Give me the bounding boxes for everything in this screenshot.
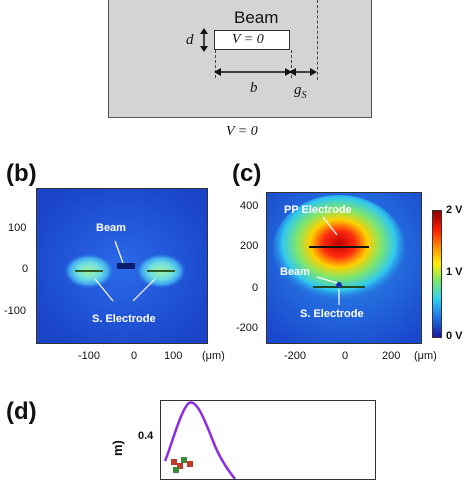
panel-b-xtick: 100 <box>164 350 183 362</box>
d-label: d <box>186 32 194 48</box>
panel-d-plot-frame <box>160 400 376 480</box>
panel-b-xtick: 0 <box>131 350 138 362</box>
beam-label: Beam <box>234 8 279 27</box>
colorbar <box>432 210 442 338</box>
panel-b-label: (b) <box>6 160 37 187</box>
colorbar-tick: 0 V <box>446 330 463 342</box>
panel-c-field-svg <box>267 193 421 343</box>
panel-c-xtick: 0 <box>342 350 349 362</box>
gs-main: g <box>294 82 302 98</box>
pp-electrode-glow <box>273 195 405 303</box>
panel-c-ytick: -200 <box>236 322 259 334</box>
panel-d-plot-svg <box>163 401 236 480</box>
gap-dashed-line <box>291 50 292 78</box>
panel-d-markers <box>171 457 193 473</box>
left-dashed-line <box>215 50 216 78</box>
panel-c-unit: (μm) <box>414 350 437 362</box>
gs-sub: S <box>301 90 307 101</box>
schematic-panel-a <box>108 0 372 118</box>
panel-c-ytick: 0 <box>252 282 259 294</box>
panel-d-ytick: 0.4 <box>138 430 154 442</box>
panel-b-field-svg <box>37 189 207 343</box>
outside-voltage-label: V = 0 <box>226 124 258 139</box>
colorbar-tick: 2 V <box>446 204 463 216</box>
panel-b-ytick: 100 <box>8 222 27 234</box>
colorbar-tick: 1 V <box>446 266 463 278</box>
panel-c-ytick: 400 <box>240 200 259 212</box>
beam-rectangle <box>214 30 290 50</box>
panel-b-unit: (μm) <box>202 350 225 362</box>
beam-b <box>117 263 135 269</box>
panel-b-ytick: 0 <box>22 263 29 275</box>
right-dashed-line <box>317 0 318 80</box>
d-arrow <box>200 28 208 52</box>
panel-c-electrode-label: S. Electrode <box>300 308 364 320</box>
panel-c-pp-label: PP Electrode <box>284 204 352 216</box>
panel-d-curve <box>163 401 236 480</box>
panel-c-field-map <box>266 192 422 344</box>
panel-c-label: (c) <box>232 160 262 187</box>
panel-c-xtick: 200 <box>382 350 401 362</box>
beam-voltage-label: V = 0 <box>232 32 264 47</box>
gs-label: gS <box>294 82 307 101</box>
b-arrow <box>214 68 292 76</box>
panel-d-ylabel-fragment: m) <box>110 440 125 456</box>
panel-c-xtick: -200 <box>284 350 307 362</box>
panel-b-ytick: -100 <box>4 305 27 317</box>
panel-d-label: (d) <box>6 398 37 425</box>
gs-arrow <box>289 68 317 76</box>
panel-c-beam-label: Beam <box>280 266 310 278</box>
panel-b-xtick: -100 <box>78 350 101 362</box>
b-label: b <box>250 80 258 96</box>
panel-b-electrode-label: S. Electrode <box>92 313 156 325</box>
panel-b-beam-label: Beam <box>96 222 126 234</box>
beam-c <box>336 282 342 288</box>
panel-b-field-map <box>36 188 208 344</box>
panel-c-ytick: 200 <box>240 240 259 252</box>
